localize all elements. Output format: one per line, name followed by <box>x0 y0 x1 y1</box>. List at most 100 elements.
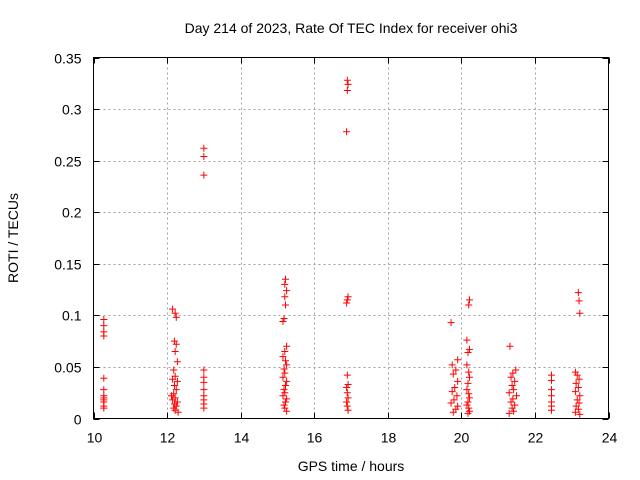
y-tick-label: 0.35 <box>54 51 81 67</box>
data-point <box>279 373 287 381</box>
data-point <box>510 407 518 415</box>
data-point <box>100 332 108 340</box>
data-point <box>200 144 208 152</box>
data-point <box>448 361 456 369</box>
data-point <box>576 392 584 400</box>
data-point <box>465 301 473 309</box>
data-point <box>343 384 351 392</box>
data-point <box>283 407 291 415</box>
data-point <box>343 128 351 136</box>
data-point <box>505 389 513 397</box>
data-point <box>453 392 461 400</box>
data-point <box>200 404 208 412</box>
data-point <box>282 381 290 389</box>
data-point <box>506 342 514 350</box>
data-point <box>576 410 584 418</box>
data-point <box>449 408 457 416</box>
y-tick-label: 0.3 <box>62 102 82 118</box>
data-point <box>344 293 352 301</box>
axis-ticks <box>93 57 610 420</box>
data-point <box>172 386 180 394</box>
data-point <box>510 386 518 394</box>
y-tick-label: 0 <box>74 412 82 428</box>
data-point <box>344 80 352 88</box>
x-tick-label: 22 <box>528 430 544 446</box>
x-tick-label: 12 <box>160 430 176 446</box>
data-point <box>465 296 473 304</box>
y-tick-label: 0.05 <box>54 360 81 376</box>
data-point <box>452 366 460 374</box>
data-point <box>571 408 579 416</box>
x-tick-label: 10 <box>87 430 103 446</box>
data-point <box>169 305 177 313</box>
data-point <box>170 366 178 374</box>
data-point <box>282 357 290 365</box>
data-point <box>449 370 457 378</box>
data-point <box>200 386 208 394</box>
data-point <box>281 369 289 377</box>
data-point <box>344 406 352 414</box>
data-point <box>451 384 459 392</box>
data-point <box>281 347 289 355</box>
data-point <box>463 386 471 394</box>
data-point <box>279 353 287 361</box>
data-point <box>465 394 473 402</box>
data-point <box>511 377 519 385</box>
data-point <box>454 377 462 385</box>
data-point <box>507 373 515 381</box>
data-point <box>575 297 583 305</box>
chart-title: Day 214 of 2023, Rate Of TEC Index for r… <box>185 20 518 36</box>
data-point <box>547 392 555 400</box>
x-tick-label: 24 <box>602 430 618 446</box>
data-point <box>282 398 290 406</box>
data-point <box>447 319 455 327</box>
data-point <box>283 361 291 369</box>
x-axis-label: GPS time / hours <box>298 458 405 474</box>
data-point <box>343 87 351 95</box>
data-point <box>100 374 108 382</box>
data-point <box>464 348 472 356</box>
data-point <box>575 399 583 407</box>
data-point <box>283 377 291 385</box>
data-point <box>281 280 289 288</box>
data-point <box>463 336 471 344</box>
data-point <box>173 358 181 366</box>
data-point <box>170 381 178 389</box>
data-point <box>572 379 580 387</box>
data-point <box>571 388 579 396</box>
data-point <box>343 398 351 406</box>
data-point <box>344 380 352 388</box>
data-point <box>100 322 108 330</box>
data-point <box>343 299 351 307</box>
data-points <box>100 76 584 418</box>
data-point <box>547 386 555 394</box>
x-tick-labels: 10 12 14 16 18 20 22 24 <box>87 430 618 446</box>
data-point <box>280 386 288 394</box>
data-point <box>454 356 462 364</box>
data-point <box>574 384 582 392</box>
data-point <box>167 392 175 400</box>
data-point <box>513 392 521 400</box>
grid-lines <box>93 57 609 419</box>
data-point <box>100 386 108 394</box>
data-point <box>465 390 473 398</box>
data-point <box>343 389 351 397</box>
data-point <box>465 404 473 412</box>
data-point <box>200 378 208 386</box>
data-point <box>283 395 291 403</box>
data-point <box>282 275 290 283</box>
data-point <box>200 153 208 161</box>
data-point <box>507 398 515 406</box>
data-point <box>512 366 520 374</box>
data-point <box>344 394 352 402</box>
data-point <box>100 315 108 323</box>
plot-frame <box>93 57 609 419</box>
data-point <box>509 369 517 377</box>
data-point <box>174 408 182 416</box>
data-point <box>464 379 472 387</box>
x-tick-label: 18 <box>381 430 397 446</box>
data-point <box>574 405 582 413</box>
data-point <box>447 399 455 407</box>
